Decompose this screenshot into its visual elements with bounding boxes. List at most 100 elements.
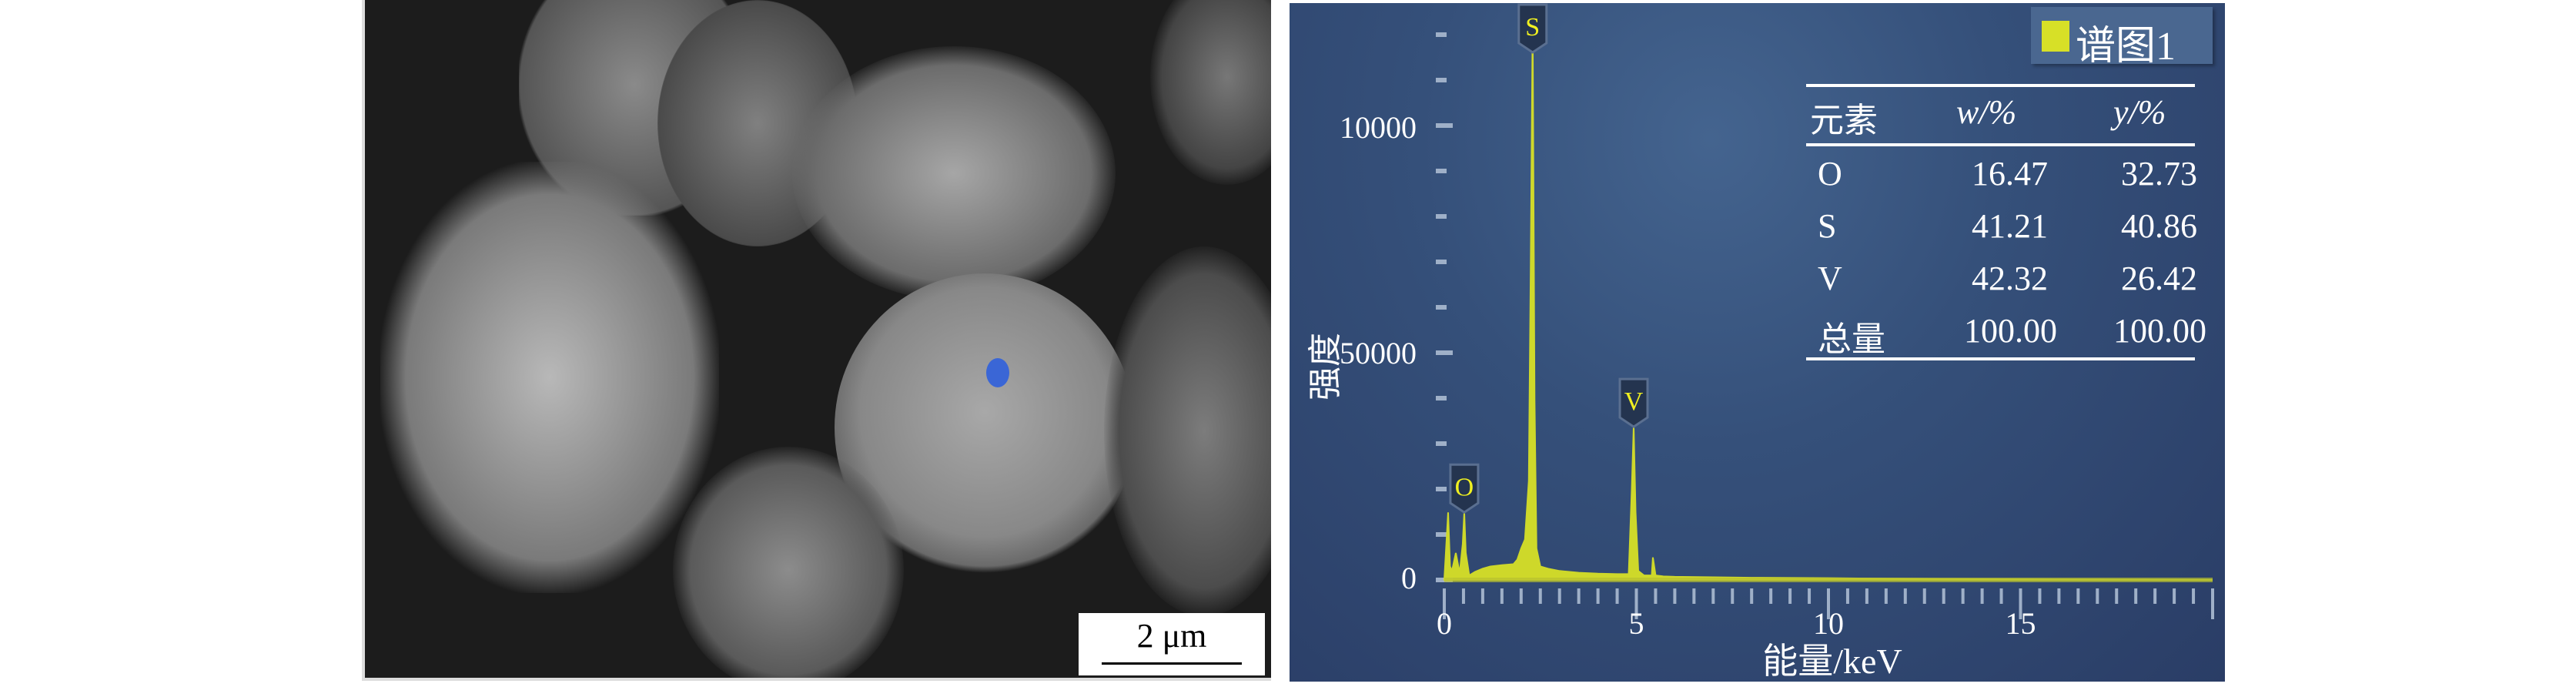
x-axis-tick <box>1711 588 1715 604</box>
table-cell: 26.42 <box>2121 260 2197 297</box>
x-axis-tick <box>1808 588 1812 604</box>
x-axis-tick <box>1461 588 1465 604</box>
scale-bar-label: 2 μm <box>1136 617 1207 655</box>
sem-particle <box>792 46 1116 300</box>
table-cell: 32.73 <box>2121 155 2197 193</box>
x-axis-tick <box>1654 588 1658 604</box>
x-tick-label: 5 <box>1628 606 1644 641</box>
y-axis-tick <box>1436 396 1447 400</box>
x-axis-tick <box>1615 588 1619 604</box>
x-axis-tick <box>2134 588 2138 604</box>
spectrum-chart: SVO <box>1436 3 2214 619</box>
x-tick-label: 15 <box>2005 606 2036 641</box>
x-axis-tick <box>1538 588 1542 604</box>
table-cell: 16.47 <box>1972 155 2048 193</box>
y-axis-tick <box>1436 350 1453 355</box>
y-axis-tick <box>1436 441 1447 446</box>
y-axis-tick <box>1436 123 1453 128</box>
table-cell: 100.00 <box>2113 312 2206 350</box>
peak-label-text: S <box>1525 13 1540 42</box>
x-axis-tick <box>2096 588 2099 604</box>
x-axis-tick <box>1903 588 1907 604</box>
x-axis-tick <box>1865 588 1868 604</box>
x-axis-tick <box>1577 588 1581 604</box>
legend-label: 谱图1 <box>2076 25 2176 69</box>
x-tick-label: 0 <box>1437 606 1452 641</box>
peak-label-S: S <box>1517 3 1548 54</box>
sem-particle <box>1104 246 1271 616</box>
table-cell: 42.32 <box>1972 260 2048 297</box>
y-tick-label: 0 <box>1401 561 1417 595</box>
analysis-point-marker <box>986 358 1009 387</box>
x-axis-tick <box>1769 588 1773 604</box>
x-axis-tick <box>2115 588 2119 604</box>
table-cell: V <box>1818 260 1842 297</box>
y-axis-title: 强度 <box>1296 330 1344 400</box>
x-axis-tick <box>2019 588 2022 619</box>
x-axis-tick <box>1922 588 1926 604</box>
x-axis-tick <box>1692 588 1696 604</box>
table-header-rule <box>1806 143 2195 146</box>
x-axis-tick <box>1443 588 1446 619</box>
y-axis-tick <box>1436 260 1447 264</box>
x-axis-tick <box>1884 588 1888 604</box>
y-tick-label: 50000 <box>1340 335 1417 370</box>
x-axis-tick <box>2192 588 2196 604</box>
peak-label-box <box>1449 463 1480 514</box>
x-axis-tick <box>1500 588 1504 604</box>
table-header-w: w/% <box>1956 93 2017 131</box>
x-axis-tick <box>1634 588 1638 619</box>
y-tick-label: 10000 <box>1340 110 1417 145</box>
x-axis-tick <box>2038 588 2042 604</box>
y-axis-tick <box>1436 532 1447 537</box>
x-axis-tick <box>1980 588 1984 604</box>
x-axis-tick <box>1999 588 2003 604</box>
table-top-rule <box>1806 84 2195 87</box>
x-axis-tick <box>2076 588 2080 604</box>
table-cell: 总量 <box>1818 320 1885 358</box>
y-axis-tick <box>1436 487 1447 491</box>
x-axis-tick <box>2211 588 2214 619</box>
x-axis-tick <box>1596 588 1600 604</box>
x-axis-tick <box>1557 588 1561 604</box>
x-axis-tick <box>1673 588 1677 604</box>
y-axis-tick <box>1436 169 1447 173</box>
x-axis-tick <box>2153 588 2157 604</box>
peak-label-O: O <box>1449 463 1480 514</box>
x-axis-tick <box>1519 588 1523 604</box>
y-axis-tick <box>1436 214 1447 219</box>
table-cell: 41.21 <box>1972 207 2048 245</box>
sem-particle <box>673 447 904 678</box>
table-header-y: y/% <box>2113 93 2166 131</box>
x-axis-tick <box>2173 588 2176 604</box>
legend: 谱图1 <box>2031 7 2213 69</box>
peak-label-text: V <box>1624 387 1644 416</box>
peak-label-V: V <box>1618 377 1649 428</box>
y-axis-tick <box>1436 305 1447 310</box>
x-axis-tick <box>1731 588 1735 604</box>
scale-bar: 2 μm <box>1079 613 1265 675</box>
x-axis-title: 能量/keV <box>1762 642 1902 681</box>
x-axis-tick <box>1750 588 1754 604</box>
peak-label-box <box>1618 377 1649 428</box>
x-axis-tick <box>1942 588 1945 604</box>
y-axis-tick <box>1436 32 1447 37</box>
x-axis-baseline <box>1444 578 2213 582</box>
spectrum-series <box>1443 21 2213 581</box>
scale-bar-line <box>1102 662 1242 665</box>
peak-label-box <box>1517 3 1548 54</box>
table-cell: S <box>1818 207 1837 245</box>
table-bottom-rule <box>1806 357 2195 360</box>
table-header-element: 元素 <box>1810 102 1878 139</box>
x-axis-tick <box>1845 588 1849 604</box>
sem-particle <box>380 162 719 593</box>
sem-micrograph <box>362 0 1271 681</box>
table-cell: O <box>1818 155 1842 193</box>
x-tick-label: 10 <box>1813 606 1844 641</box>
x-axis-tick <box>1827 588 1830 619</box>
legend-swatch <box>2042 21 2069 52</box>
table-cell: 40.86 <box>2121 207 2197 245</box>
y-axis-title-text: 强度 <box>1306 333 1344 400</box>
x-axis-tick <box>1480 588 1484 604</box>
